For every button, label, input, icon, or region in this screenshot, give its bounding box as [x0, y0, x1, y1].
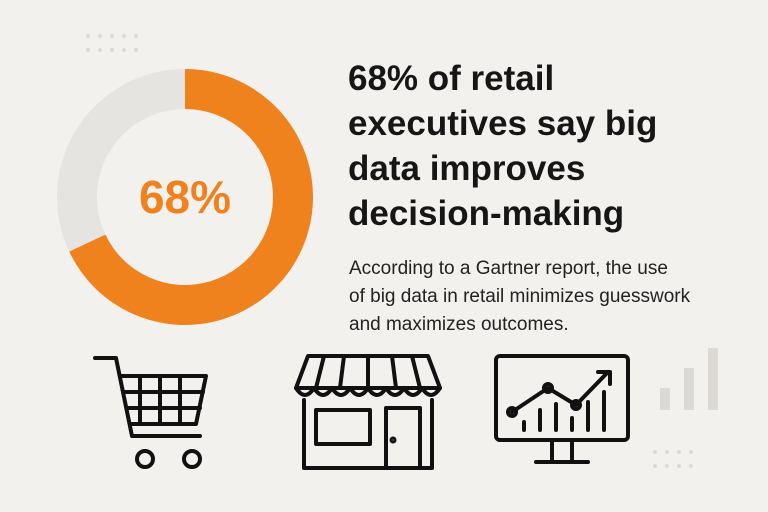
cart-icon: [93, 356, 208, 469]
headline: 68% of retail executives say big data impr…: [348, 59, 657, 233]
headline-line: data improves: [348, 149, 585, 188]
decor-dots: [86, 34, 693, 468]
center-label: 68%: [139, 171, 231, 223]
headline-line: executives say big: [348, 104, 657, 143]
monitor-chart-icon: [494, 354, 630, 464]
headline-line: 68% of retail: [348, 59, 554, 98]
donut-slice: [69, 69, 314, 325]
description-line: of big data in retail minimizes guesswor…: [349, 286, 691, 307]
description-line: and maximizes outcomes.: [349, 314, 569, 335]
decor-bars: [660, 348, 718, 410]
donut-chart: 68%: [56, 69, 314, 325]
description-line: According to a Gartner report, the use: [349, 258, 668, 279]
headline-line: decision-making: [348, 194, 624, 233]
description: According to a Gartner report, the use of…: [349, 258, 691, 335]
store-icon: [294, 354, 442, 470]
donut-slice: [56, 69, 186, 252]
